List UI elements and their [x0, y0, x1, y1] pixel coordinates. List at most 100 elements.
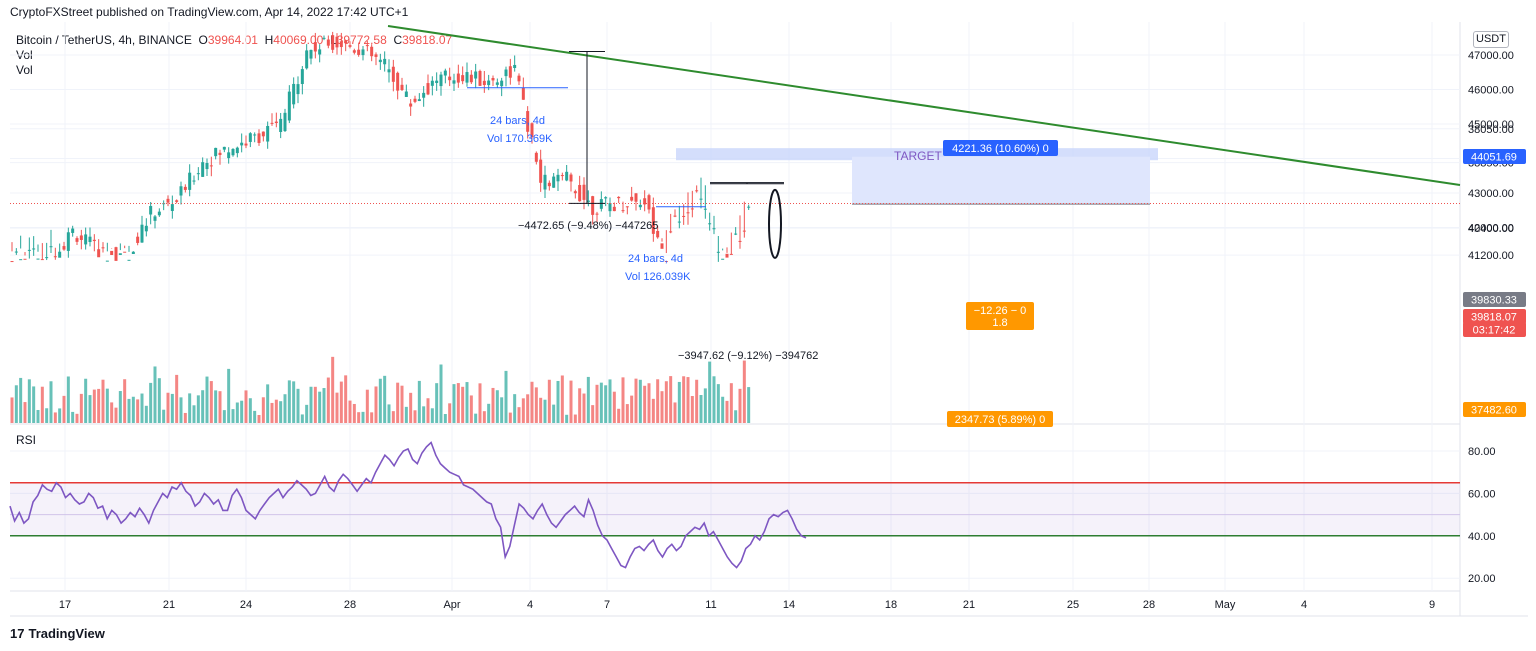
volume-bar: [196, 395, 200, 423]
price-tick-label: 41200.00: [1468, 250, 1514, 262]
volume-bar: [526, 394, 530, 423]
candle-body: [500, 80, 504, 87]
volume-bar: [357, 412, 361, 423]
volume-bar: [19, 377, 23, 423]
tradingview-logo[interactable]: 17 TradingView: [10, 626, 105, 641]
candle-body: [274, 121, 278, 124]
volume-bar: [599, 382, 603, 423]
time-axis[interactable]: 17 21 24 28 Apr 4 7 11 14 18 21 25 28 May 4 9: [59, 599, 1435, 611]
vol-label-2: Vol: [16, 63, 33, 77]
candle-body: [365, 45, 369, 47]
price-badge-bg: [1463, 292, 1526, 307]
candle-body: [300, 69, 304, 85]
candle-body: [118, 253, 122, 255]
time-tick-label: 25: [1067, 599, 1079, 611]
volume-bar: [10, 397, 14, 423]
volume-bar: [214, 390, 218, 423]
candle-body: [625, 206, 629, 208]
volume-bar: [118, 391, 122, 423]
volume-bar: [656, 379, 660, 423]
volume-bar: [279, 401, 283, 423]
volume-bar: [201, 390, 205, 423]
time-tick-label: May: [1215, 599, 1236, 611]
candle-body: [391, 66, 395, 82]
candle-body: [426, 83, 430, 95]
volume-bar: [296, 388, 300, 423]
volume-bar: [708, 361, 712, 423]
candle-body: [335, 36, 339, 48]
volume-bar: [188, 393, 192, 423]
volume-bar: [604, 385, 608, 423]
volume-bar: [331, 356, 335, 423]
volume-bar: [97, 388, 101, 423]
volume-bar: [703, 388, 707, 423]
rsi-line: [9, 441, 807, 569]
open-key: O: [198, 33, 208, 47]
candle-body: [560, 175, 564, 177]
candle-body: [383, 58, 387, 65]
candle-body: [608, 203, 612, 212]
volume-bar: [58, 408, 62, 423]
candle-body: [703, 208, 707, 210]
price-tick-label: 42000.00: [1468, 223, 1514, 235]
currency-unit-badge[interactable]: USDT: [1473, 31, 1509, 48]
candle-body: [461, 75, 465, 82]
time-tick-label: 11: [705, 599, 716, 611]
volume-bar: [114, 407, 118, 423]
volume-bar: [552, 404, 556, 423]
volume-bar: [88, 395, 92, 423]
candle-body: [487, 80, 491, 86]
candle-body: [40, 259, 44, 261]
price-tick-label: 47000.00: [1468, 50, 1514, 62]
volume-bar: [175, 374, 179, 423]
price-tick-label: 43000.00: [1468, 188, 1514, 200]
volume-bar: [32, 386, 36, 423]
candle-body: [231, 148, 235, 156]
volume-bar: [218, 391, 222, 423]
volume-bar: [283, 394, 287, 423]
volume-bar: [638, 379, 642, 423]
price-tick-label: 45000.00: [1468, 119, 1514, 131]
volume-bar: [170, 393, 174, 423]
volume-bar: [651, 398, 655, 423]
volume-bar: [127, 398, 131, 423]
volume-bar: [149, 382, 153, 423]
candle-body: [283, 112, 287, 132]
candle-body: [378, 59, 382, 63]
candle-body: [45, 257, 49, 259]
candle-body: [88, 236, 92, 243]
volume-bar: [478, 383, 482, 423]
volume-bar: [508, 412, 512, 423]
candle-body: [127, 259, 131, 261]
candle-body: [192, 180, 196, 182]
volume-bar: [595, 384, 599, 423]
candle-body: [647, 195, 651, 210]
candle-body: [179, 186, 183, 196]
rsi-tick-label: 20.00: [1468, 573, 1496, 585]
volume-bar: [253, 410, 257, 423]
candle-body: [235, 147, 239, 154]
candle-body: [326, 39, 330, 46]
volume-bar: [699, 395, 703, 423]
candle-body: [313, 42, 317, 52]
volume-bar: [305, 404, 309, 423]
candle-body: [638, 204, 642, 208]
volume-bar: [560, 375, 564, 423]
volume-bar: [71, 411, 75, 423]
volume-bar: [348, 400, 352, 423]
candle-body: [552, 176, 556, 188]
price-tick-label: 40400.00: [1468, 223, 1514, 235]
candle-body: [66, 232, 70, 251]
candle-body: [58, 251, 62, 258]
candle-body: [279, 118, 283, 132]
candle-body: [677, 221, 681, 223]
chart-drawings[interactable]: 24 bars, 4d Vol 170.369K −4472.65 (−9.48%)…: [387, 25, 1461, 427]
candle-body: [227, 152, 231, 159]
target-profit-box: [852, 156, 1150, 205]
candle-body: [322, 37, 326, 39]
volume-bar: [404, 406, 408, 423]
candle-body: [699, 198, 703, 200]
volume-bar: [365, 389, 369, 423]
